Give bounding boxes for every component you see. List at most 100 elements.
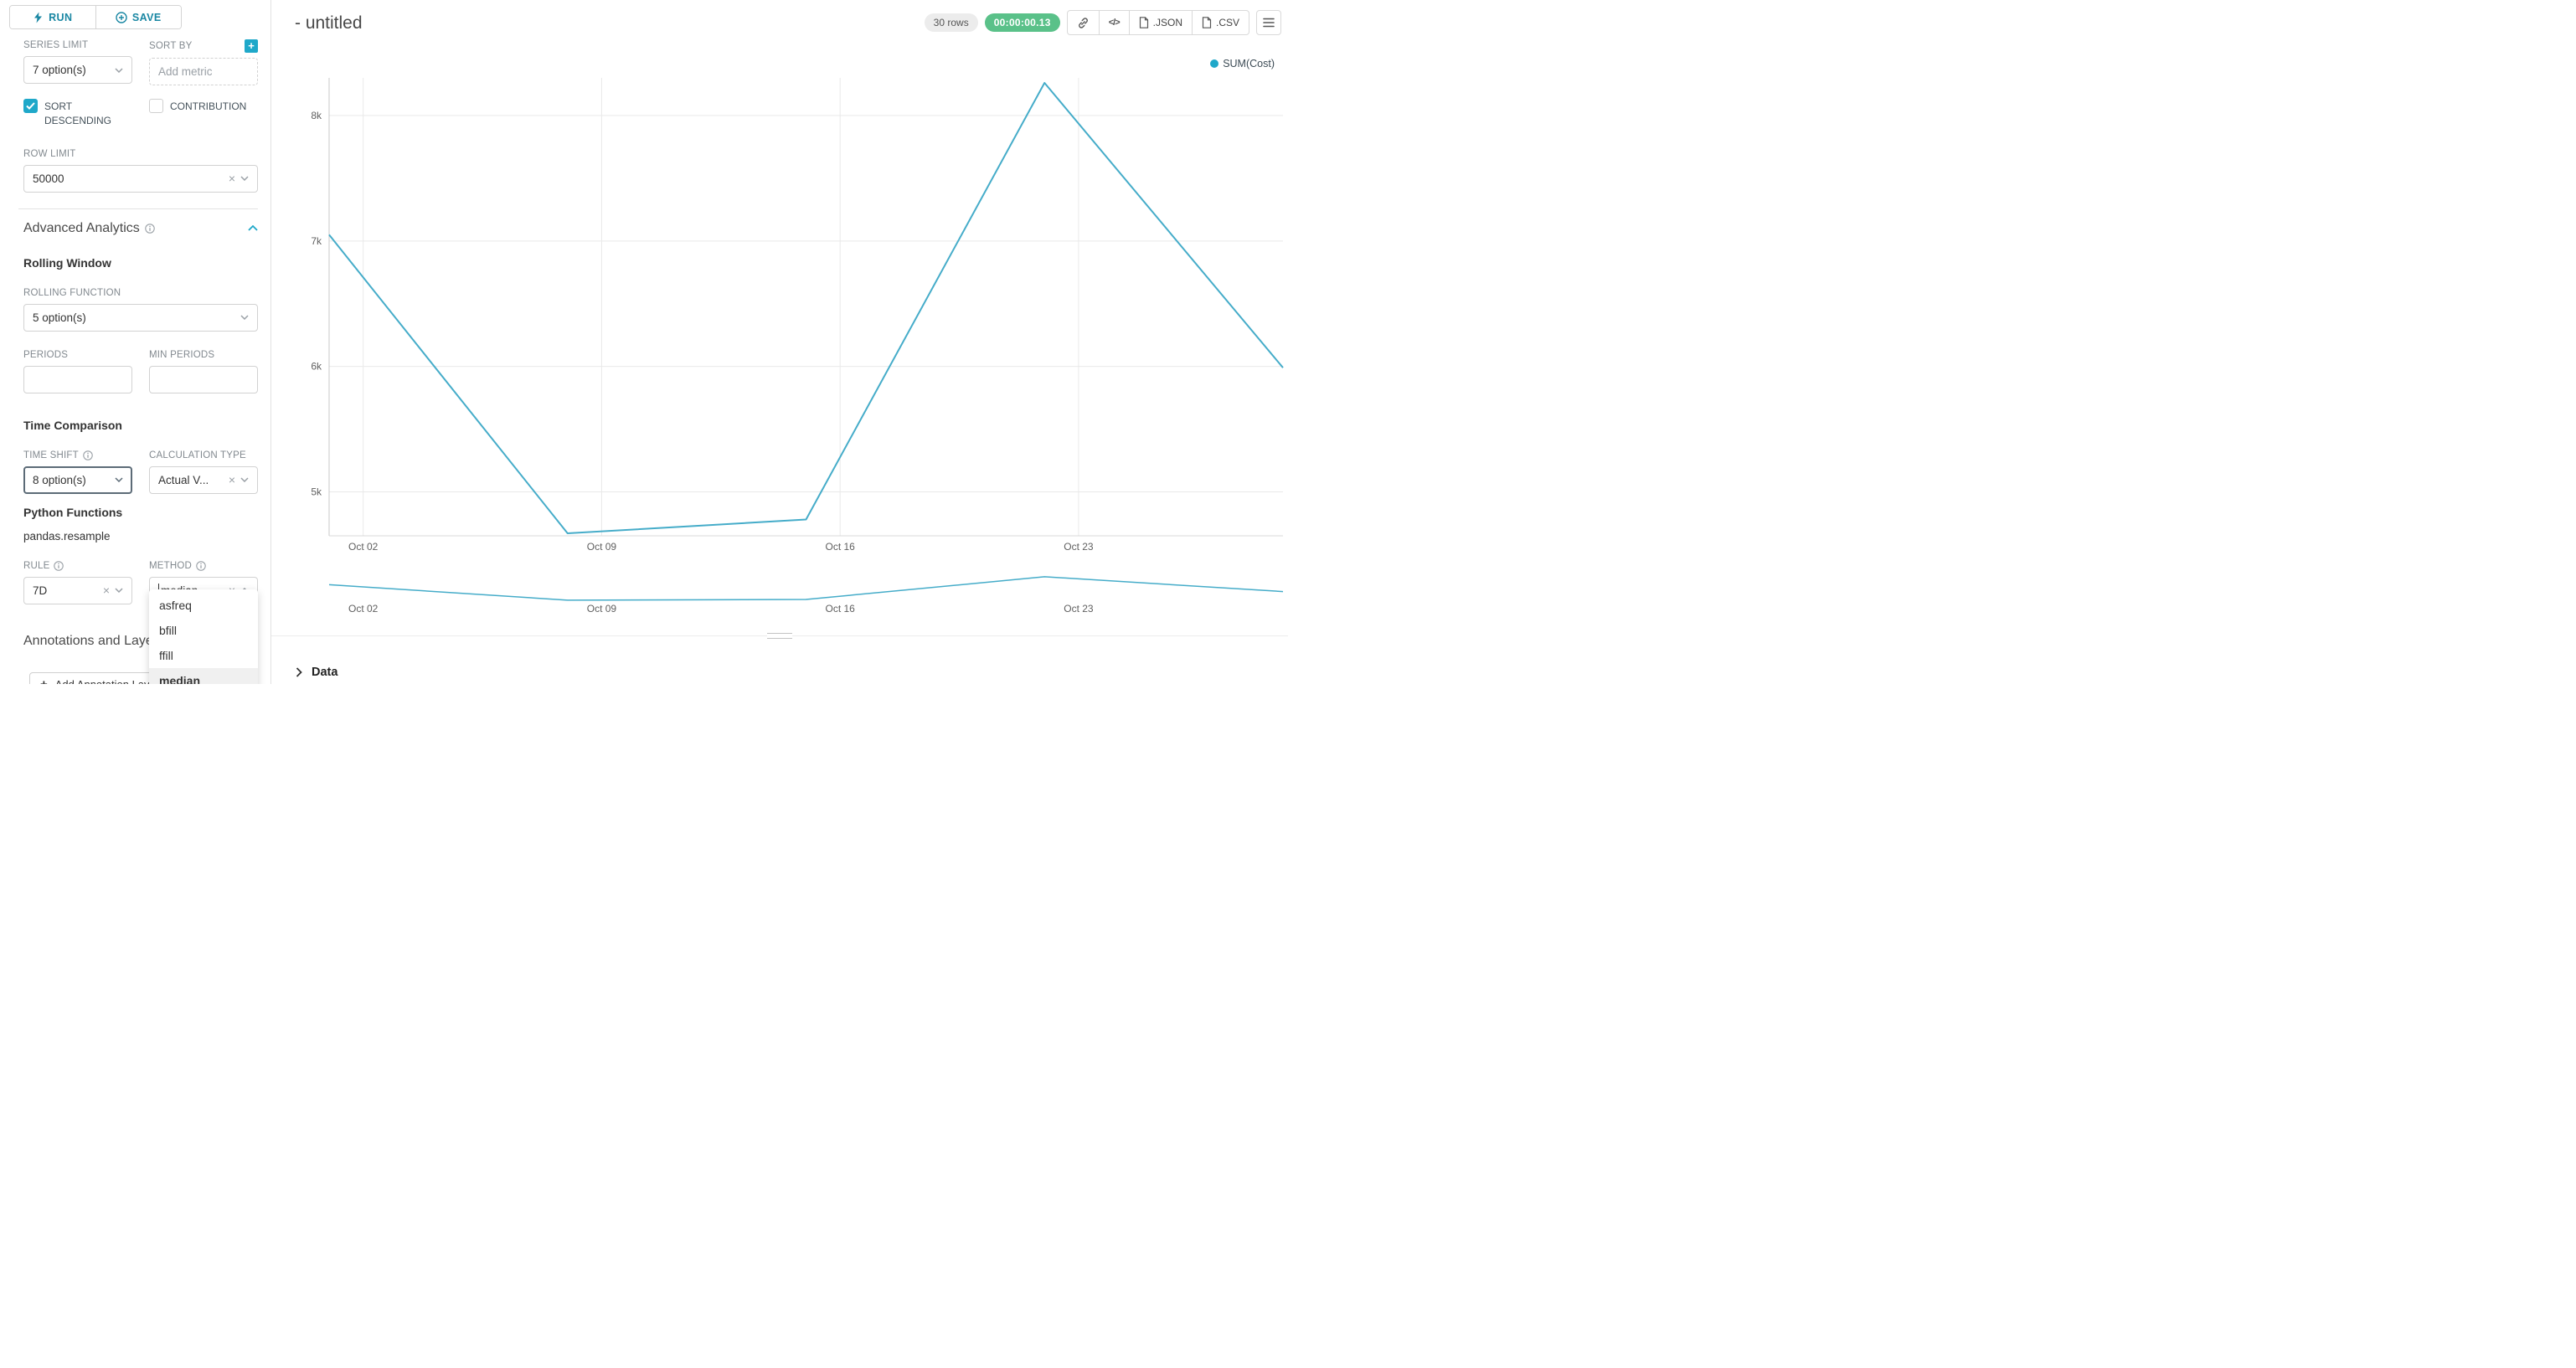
export-csv-button[interactable]: .CSV bbox=[1191, 10, 1249, 35]
row-limit-label: ROW LIMIT bbox=[23, 148, 76, 159]
run-button[interactable]: RUN bbox=[10, 6, 95, 28]
export-json-button[interactable]: .JSON bbox=[1128, 10, 1193, 35]
clear-icon[interactable]: × bbox=[228, 473, 235, 487]
annotations-title: Annotations and Layers bbox=[23, 633, 165, 648]
rolling-function-select[interactable]: 5 option(s) bbox=[23, 303, 258, 332]
advanced-analytics-title: Advanced Analytics bbox=[23, 220, 140, 235]
legend-label: SUM(Cost) bbox=[1223, 58, 1275, 69]
series-limit-value: 7 option(s) bbox=[33, 64, 86, 76]
data-panel-label: Data bbox=[312, 665, 338, 679]
legend-dot bbox=[1210, 59, 1219, 68]
sort-descending-checkbox[interactable] bbox=[23, 99, 38, 113]
query-timer-badge: 00:00:00.13 bbox=[984, 13, 1060, 32]
sort-by-label: SORT BY bbox=[149, 41, 193, 51]
method-label: METHOD bbox=[149, 560, 258, 572]
chevron-down-icon bbox=[240, 315, 249, 321]
min-periods-label: MIN PERIODS bbox=[149, 349, 215, 360]
svg-text:Oct 02: Oct 02 bbox=[348, 603, 379, 615]
code-icon: </> bbox=[1108, 18, 1121, 28]
chevron-down-icon bbox=[115, 477, 123, 483]
rule-label-text: RULE bbox=[23, 560, 50, 571]
chevron-down-icon bbox=[115, 67, 123, 73]
svg-text:Oct 23: Oct 23 bbox=[1064, 603, 1094, 615]
chevron-up-icon[interactable] bbox=[248, 225, 258, 231]
chart-legend[interactable]: SUM(Cost) bbox=[1210, 58, 1275, 69]
method-label-text: METHOD bbox=[149, 560, 193, 571]
chart-header: - untitled 30 rows 00:00:00.13 </> bbox=[271, 0, 1288, 47]
time-shift-value: 8 option(s) bbox=[33, 473, 86, 486]
periods-label: PERIODS bbox=[23, 349, 69, 360]
row-count-badge: 30 rows bbox=[924, 13, 978, 32]
rule-select[interactable]: 7D × bbox=[23, 576, 132, 604]
python-functions-title: Python Functions bbox=[23, 505, 123, 519]
contribution-control[interactable]: CONTRIBUTION bbox=[149, 99, 258, 128]
svg-text:6k: 6k bbox=[311, 361, 322, 373]
calculation-type-label: CALCULATION TYPE bbox=[149, 450, 246, 460]
embed-code-button[interactable]: </> bbox=[1098, 10, 1130, 35]
sort-by-placeholder: Add metric bbox=[158, 65, 213, 78]
advanced-analytics-header[interactable]: Advanced Analytics bbox=[23, 221, 258, 236]
periods-input[interactable] bbox=[23, 365, 132, 393]
save-button[interactable]: SAVE bbox=[95, 6, 181, 28]
chevron-down-icon bbox=[240, 176, 249, 182]
calculation-type-select[interactable]: Actual V... × bbox=[149, 465, 258, 494]
rule-label: RULE bbox=[23, 560, 132, 572]
method-option-median[interactable]: median bbox=[149, 667, 258, 684]
sort-descending-label: SORT DESCENDING bbox=[44, 100, 112, 126]
export-button-group: </> .JSON .CSV bbox=[1066, 10, 1249, 35]
svg-text:Oct 02: Oct 02 bbox=[348, 541, 379, 553]
time-shift-select[interactable]: 8 option(s) bbox=[23, 465, 132, 494]
min-periods-input[interactable] bbox=[149, 365, 258, 393]
file-icon bbox=[1139, 17, 1148, 28]
method-option-asfreq[interactable]: asfreq bbox=[159, 598, 192, 612]
info-icon bbox=[145, 223, 155, 234]
chevron-right-icon bbox=[296, 666, 302, 677]
method-option-ffill[interactable]: ffill bbox=[159, 648, 173, 662]
time-comparison-title: Time Comparison bbox=[23, 418, 122, 432]
info-icon bbox=[83, 450, 93, 460]
lightning-icon bbox=[34, 12, 43, 23]
svg-text:5k: 5k bbox=[311, 486, 322, 498]
sort-descending-control[interactable]: SORT DESCENDING bbox=[23, 99, 132, 128]
plus-circle-icon bbox=[116, 11, 127, 23]
clear-icon[interactable]: × bbox=[102, 584, 110, 598]
save-button-label: SAVE bbox=[131, 11, 162, 23]
export-json-label: .JSON bbox=[1152, 17, 1182, 28]
series-limit-select[interactable]: 7 option(s) bbox=[23, 56, 132, 84]
section-divider bbox=[18, 208, 258, 209]
method-option-bfill[interactable]: bfill bbox=[159, 623, 178, 637]
svg-text:Oct 23: Oct 23 bbox=[1064, 541, 1094, 553]
calculation-type-value: Actual V... bbox=[158, 473, 209, 486]
svg-text:Oct 16: Oct 16 bbox=[825, 603, 855, 615]
rolling-window-title: Rolling Window bbox=[23, 255, 111, 270]
run-button-label: RUN bbox=[49, 11, 73, 23]
copy-link-button[interactable] bbox=[1066, 10, 1100, 35]
info-icon bbox=[54, 560, 64, 571]
rolling-function-value: 5 option(s) bbox=[33, 311, 86, 324]
hamburger-icon bbox=[1263, 18, 1275, 28]
resize-handle[interactable] bbox=[767, 633, 792, 639]
rule-value: 7D bbox=[33, 584, 48, 597]
sort-by-select[interactable]: Add metric bbox=[149, 58, 258, 85]
chevron-down-icon bbox=[240, 477, 249, 483]
row-limit-value: 50000 bbox=[33, 172, 64, 185]
plus-icon: + bbox=[40, 677, 48, 684]
file-icon bbox=[1202, 17, 1212, 28]
clear-icon[interactable]: × bbox=[228, 172, 235, 186]
contribution-checkbox[interactable] bbox=[149, 99, 163, 113]
add-metric-button[interactable]: + bbox=[245, 39, 258, 53]
add-annotation-label: Add Annotation Layer bbox=[55, 678, 159, 684]
explore-app: RUN SAVE SERIES LIMIT 7 option(s) SO bbox=[0, 0, 1288, 684]
method-dropdown-menu: asfreq bfill ffill median bbox=[149, 589, 258, 684]
svg-text:8k: 8k bbox=[311, 110, 322, 121]
more-menu-button[interactable] bbox=[1256, 10, 1281, 35]
chart-title[interactable]: - untitled bbox=[295, 13, 363, 33]
row-limit-select[interactable]: 50000 × bbox=[23, 164, 258, 193]
run-save-group: RUN SAVE bbox=[9, 5, 182, 29]
svg-text:Oct 09: Oct 09 bbox=[587, 541, 617, 553]
svg-text:Oct 09: Oct 09 bbox=[587, 603, 617, 615]
time-shift-label: TIME SHIFT bbox=[23, 450, 132, 461]
data-panel-header[interactable]: Data bbox=[271, 653, 1288, 684]
check-icon bbox=[26, 102, 35, 110]
line-chart[interactable]: 5k 6k 7k 8k Oct 02 Oct 09 Oct 16 Oct 23 Oct 02 Oc… bbox=[271, 50, 1288, 628]
